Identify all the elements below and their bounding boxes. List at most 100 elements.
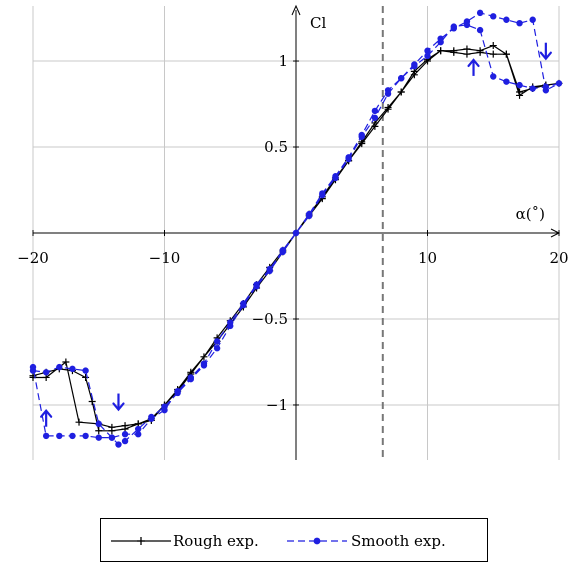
- data-point: [115, 441, 122, 448]
- data-point: [266, 265, 273, 273]
- data-point: [489, 50, 497, 58]
- data-point: [135, 431, 142, 438]
- x-tick-label: 20: [549, 249, 568, 267]
- data-point: [95, 427, 103, 435]
- data-point: [358, 131, 365, 139]
- data-point: [227, 319, 234, 326]
- data-point: [490, 73, 497, 80]
- data-point: [476, 9, 484, 17]
- data-point: [148, 415, 155, 422]
- data-point: [82, 367, 89, 374]
- data-point: [463, 21, 471, 29]
- data-point: [424, 47, 431, 54]
- data-point: [476, 48, 484, 56]
- x-tick-label: −10: [149, 249, 181, 267]
- arrow-up-icon: [40, 409, 53, 427]
- data-point: [240, 300, 247, 307]
- arrow-down-icon: [112, 393, 125, 412]
- x-tick-label: 10: [418, 249, 437, 267]
- data-point: [187, 374, 194, 381]
- data-point: [502, 50, 510, 58]
- data-point: [82, 432, 89, 440]
- data-point: [121, 431, 129, 438]
- y-axis-arrow: [291, 4, 301, 16]
- data-point: [69, 365, 76, 373]
- data-point: [69, 432, 76, 440]
- data-point: [62, 358, 70, 366]
- data-point: [75, 418, 83, 426]
- y-tick-label: −0.5: [252, 310, 288, 328]
- series-layer: [29, 9, 563, 448]
- data-point: [371, 107, 379, 115]
- data-point: [305, 210, 313, 218]
- data-point: [384, 103, 392, 111]
- data-point: [411, 62, 418, 70]
- data-point: [108, 427, 116, 435]
- arrow-up-icon: [467, 58, 480, 76]
- data-point: [319, 190, 326, 197]
- data-point: [437, 38, 444, 46]
- annotations: [40, 42, 552, 427]
- data-point: [56, 363, 63, 371]
- y-tick-label: 0.5: [264, 138, 288, 156]
- x-tick-label: −20: [17, 249, 49, 267]
- data-point: [529, 16, 536, 23]
- data-point: [200, 360, 208, 367]
- data-point: [253, 281, 260, 288]
- data-point: [95, 434, 102, 441]
- data-point: [384, 87, 392, 94]
- data-point: [516, 88, 524, 96]
- legend: Rough exp. Smooth exp.: [100, 518, 488, 562]
- data-point: [174, 388, 181, 395]
- data-point: [529, 85, 536, 92]
- legend-entry-rough: Rough exp.: [111, 532, 259, 550]
- series-smooth: [29, 9, 563, 448]
- data-point: [503, 78, 510, 85]
- data-point: [42, 369, 50, 376]
- data-point: [503, 16, 510, 23]
- data-point: [450, 48, 458, 56]
- data-point: [292, 229, 300, 237]
- data-point: [161, 406, 168, 414]
- tick-labels: −20 −10 10 20 1 0.5 −0.5 −1: [17, 52, 568, 414]
- y-tick-label: 1: [278, 52, 288, 70]
- data-point: [371, 114, 379, 121]
- legend-smooth-marker: [313, 537, 321, 545]
- data-point: [279, 246, 287, 254]
- data-point: [450, 23, 457, 30]
- data-point: [463, 50, 471, 58]
- data-point: [555, 80, 563, 87]
- data-point: [121, 437, 129, 445]
- y-tick-label: −1: [266, 396, 288, 414]
- legend-smooth-label: Smooth exp.: [351, 532, 446, 550]
- arrow-down-icon: [539, 42, 552, 61]
- data-point: [332, 173, 339, 180]
- y-axis-label: Cl: [310, 14, 326, 32]
- data-point: [489, 42, 497, 50]
- data-point: [42, 432, 50, 440]
- data-point: [437, 47, 445, 55]
- data-point: [135, 425, 142, 433]
- data-point: [213, 345, 221, 352]
- data-point: [29, 363, 37, 371]
- data-point: [424, 52, 431, 60]
- data-point: [516, 19, 523, 27]
- data-point: [490, 13, 497, 20]
- data-point: [397, 88, 405, 96]
- chart-canvas: −20 −10 10 20 1 0.5 −0.5 −1 Cl α(˚): [17, 4, 569, 460]
- data-point: [542, 83, 550, 91]
- data-point: [200, 353, 208, 361]
- data-point: [95, 420, 102, 428]
- legend-rough-label: Rough exp.: [173, 532, 259, 550]
- data-point: [108, 434, 116, 441]
- x-axis-label: α(˚): [516, 205, 545, 223]
- data-point: [56, 432, 63, 440]
- series-line: [32, 12, 560, 446]
- data-point: [345, 154, 352, 161]
- data-point: [82, 373, 90, 381]
- legend-rough-marker: [137, 537, 145, 545]
- data-point: [398, 75, 405, 82]
- data-point: [476, 26, 484, 34]
- data-point: [213, 338, 221, 345]
- legend-entry-smooth: Smooth exp.: [287, 532, 446, 550]
